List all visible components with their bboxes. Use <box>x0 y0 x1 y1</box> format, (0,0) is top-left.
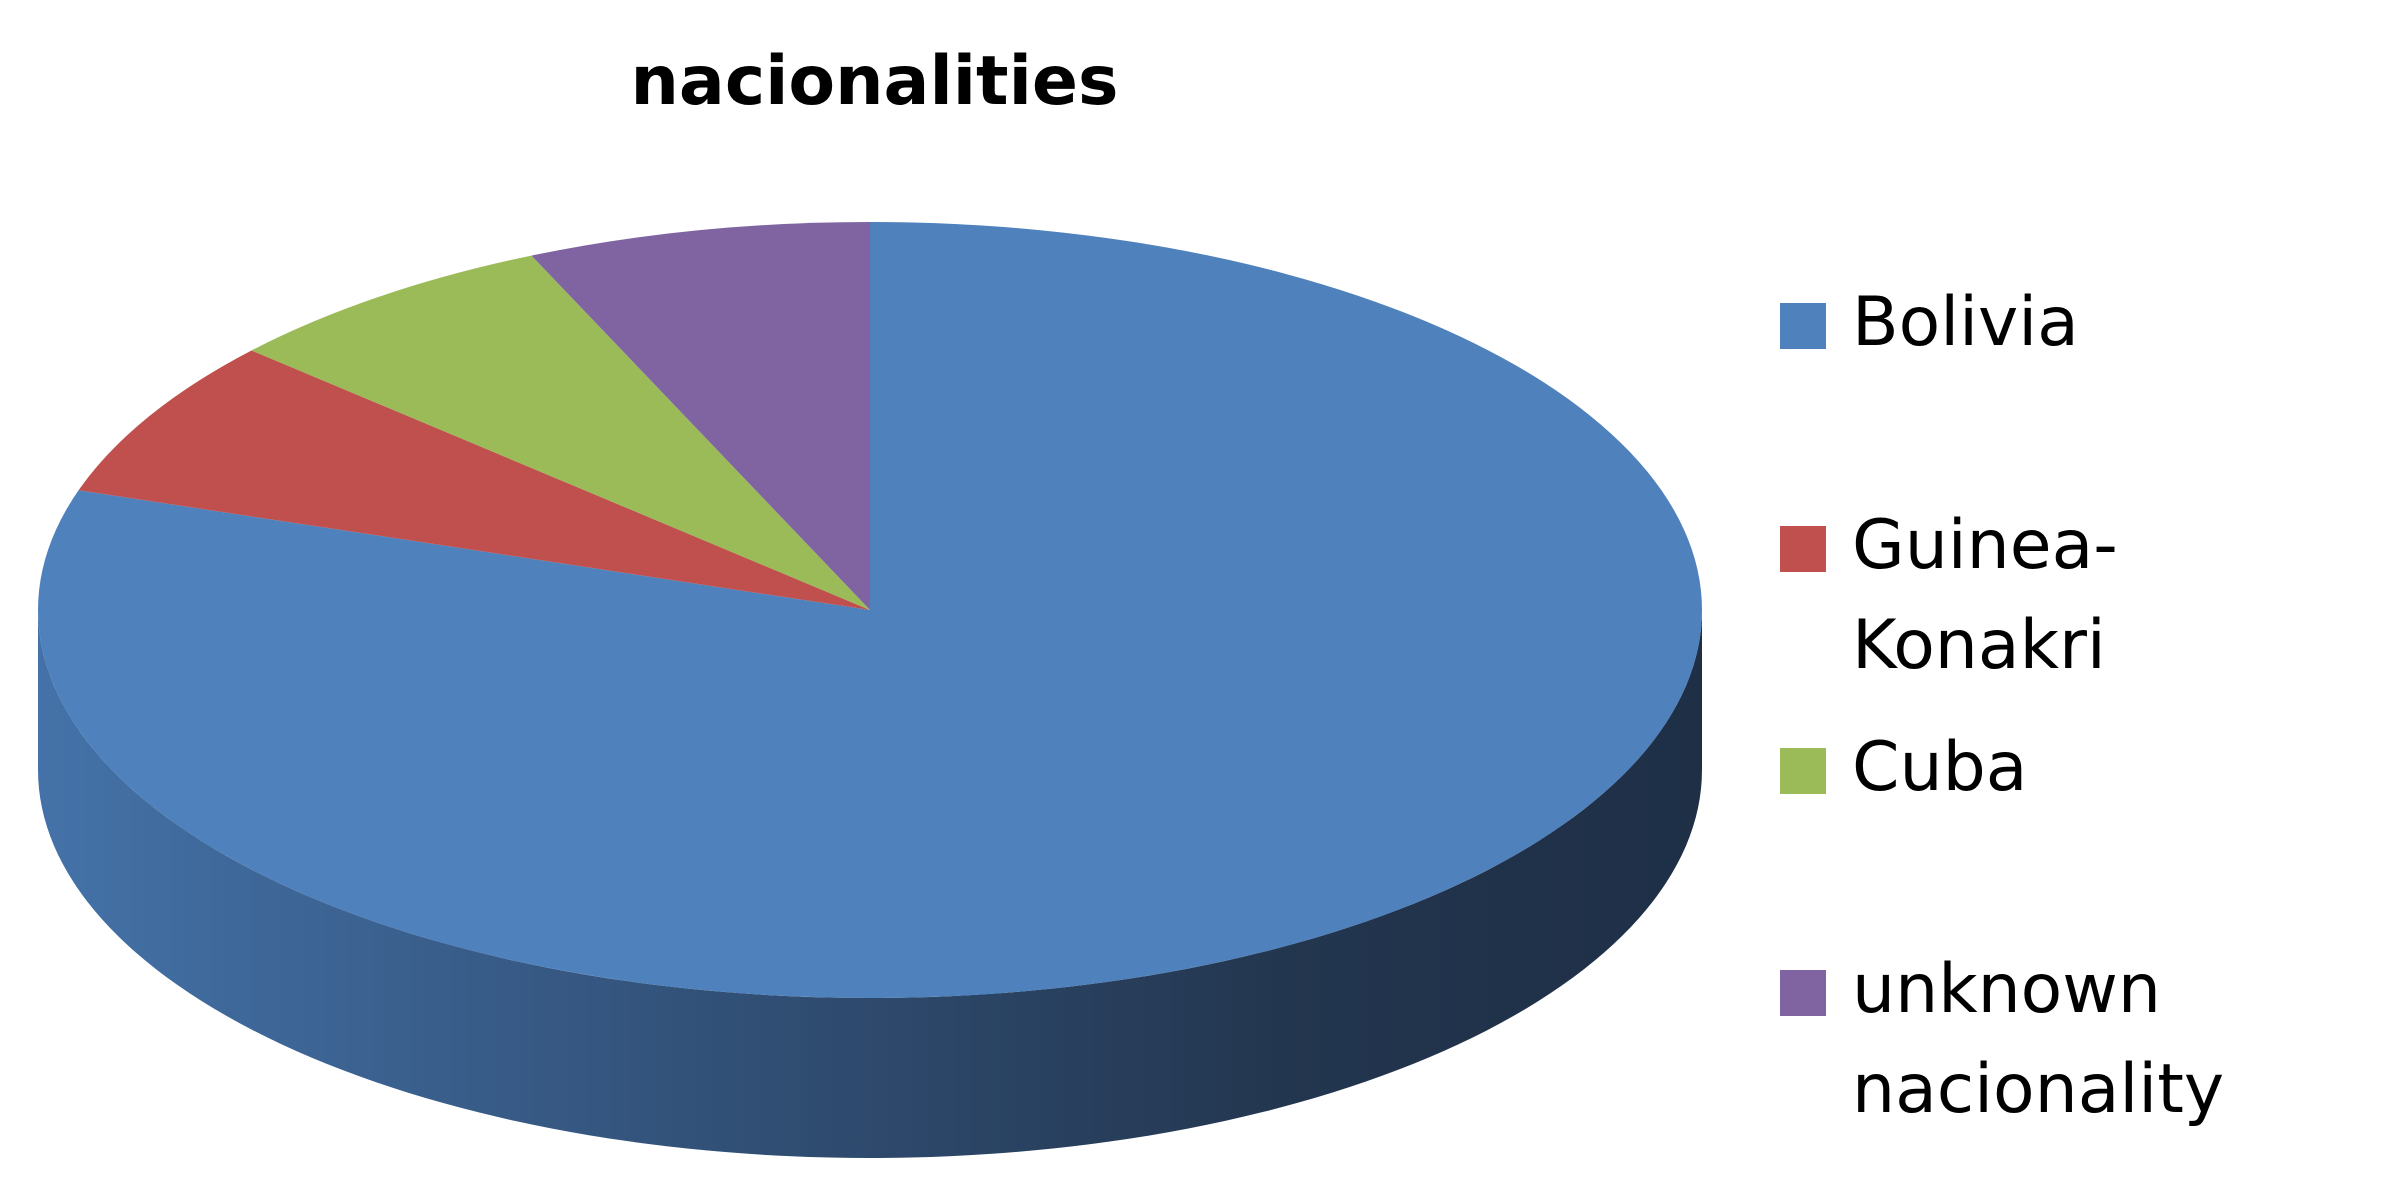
legend-label: Guinea-Konakri <box>1852 506 2118 685</box>
legend-item: Bolivia <box>1780 273 2272 373</box>
legend-label: Cuba <box>1852 728 2028 807</box>
pie-slice-guinea-konakri <box>78 350 870 610</box>
legend-swatch <box>1780 748 1826 794</box>
pie-slices <box>37 222 1703 999</box>
pie-slice-bolivia <box>37 222 1703 999</box>
legend-swatch <box>1780 526 1826 572</box>
legend-item: Cuba <box>1780 718 2272 818</box>
pie-slice-cuba <box>251 255 871 610</box>
legend-item: unknown nacionality <box>1780 940 2272 1140</box>
legend-label: unknown nacionality <box>1852 950 2225 1129</box>
legend-swatch <box>1780 970 1826 1016</box>
legend-label: Bolivia <box>1852 283 2079 362</box>
pie-slice-unknown-nacionality <box>531 222 870 610</box>
legend-item: Guinea-Konakri <box>1780 496 2272 696</box>
chart-title: nacionalities <box>630 42 1119 121</box>
pie-side-bolivia <box>38 610 1702 1158</box>
pie-side-wall <box>38 610 1702 1158</box>
legend-swatch <box>1780 303 1826 349</box>
